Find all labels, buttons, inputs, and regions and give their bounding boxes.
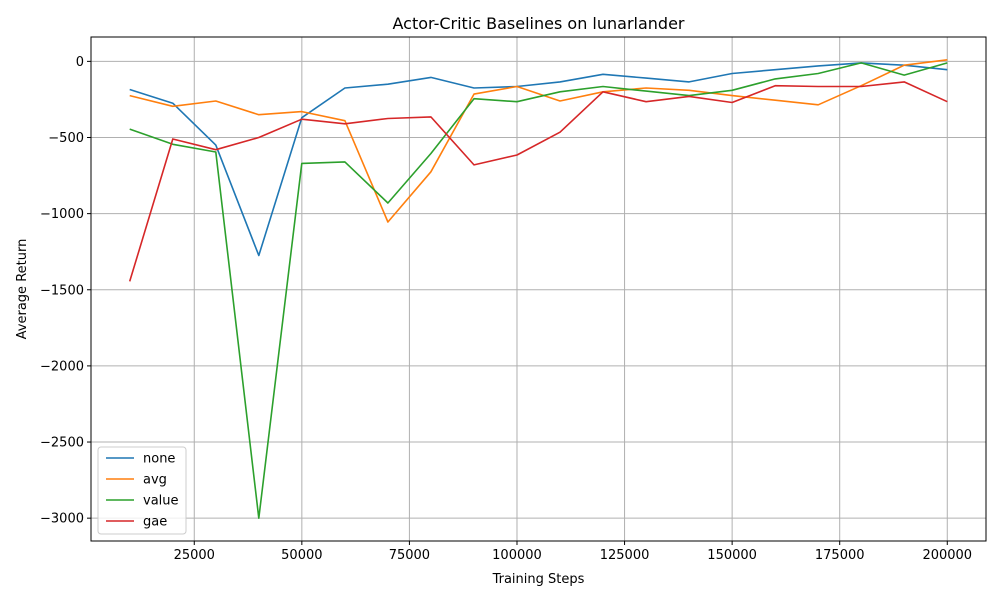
x-axis-title: Training Steps xyxy=(492,572,585,587)
x-axis-ticks: 25000 50000 75000 100000 125000 150000 175000 2… xyxy=(174,541,972,563)
chart-title: Actor-Critic Baselines on lunarlander xyxy=(393,14,685,33)
y-tick-label: −1000 xyxy=(40,207,84,222)
x-tick-label: 200000 xyxy=(922,548,972,563)
legend: none avg value gae xyxy=(97,446,187,535)
y-tick-label: −500 xyxy=(48,131,84,146)
legend-label-value: value xyxy=(143,494,179,509)
series-line-none xyxy=(129,62,948,257)
legend-label-avg: avg xyxy=(143,473,167,488)
legend-box xyxy=(97,446,187,535)
series-line-gae xyxy=(128,81,948,282)
x-tick-label: 100000 xyxy=(492,548,542,563)
x-tick-label: 150000 xyxy=(707,548,757,563)
y-axis-ticks: −3000 −2500 −2000 −1500 −1000 −500 0 xyxy=(40,55,91,527)
x-tick-label: 50000 xyxy=(281,548,322,563)
plot-area xyxy=(91,37,986,541)
x-tick-label: 175000 xyxy=(815,548,865,563)
y-tick-label: −3000 xyxy=(40,512,84,527)
y-tick-label: 0 xyxy=(76,55,84,70)
series-line-value xyxy=(129,62,948,520)
x-tick-label: 125000 xyxy=(600,548,650,563)
legend-label-none: none xyxy=(143,452,175,467)
legend-label-gae: gae xyxy=(143,515,167,530)
plot-frame xyxy=(90,36,987,542)
series-line-avg xyxy=(129,59,948,223)
x-tick-label: 75000 xyxy=(389,548,430,563)
y-axis-title: Average Return xyxy=(15,239,30,340)
y-tick-label: −2500 xyxy=(40,436,84,451)
x-tick-label: 25000 xyxy=(174,548,215,563)
y-tick-label: −2000 xyxy=(40,359,84,374)
series-lines xyxy=(128,59,948,520)
y-tick-label: −1500 xyxy=(40,283,84,298)
